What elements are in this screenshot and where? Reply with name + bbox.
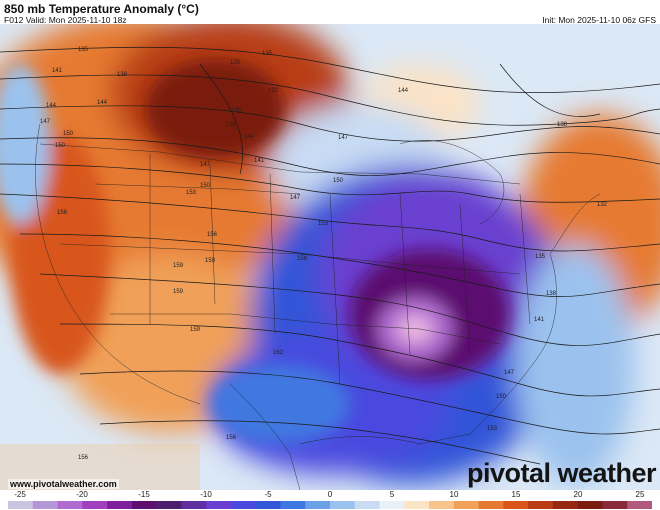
colorbar-tick-label: 25 [635, 490, 645, 499]
colorbar-swatch [255, 501, 281, 509]
colorbar-swatch [8, 501, 34, 509]
contour-label: 135 [78, 47, 89, 53]
contour-label: 159 [173, 289, 184, 295]
contour-label: 144 [244, 134, 255, 140]
colorbar-swatch [354, 501, 381, 509]
contour-label: 150 [200, 183, 211, 189]
colorbar-swatch [627, 501, 652, 509]
colorbar-tick-label: 0 [327, 490, 333, 499]
colorbar-ticks: -25 -20 -15 -10 -5 0 5 10 15 20 25 [0, 490, 660, 500]
colorbar-swatch [602, 501, 628, 509]
colorbar-swatch [330, 501, 356, 509]
colorbar-tick-label: -20 [76, 490, 88, 499]
colorbar-swatch [181, 501, 207, 509]
colorbar-swatch [280, 501, 306, 509]
header-bar: 850 mb Temperature Anomaly (°C) F012 Val… [0, 0, 660, 25]
colorbar-swatch [206, 501, 232, 509]
init-time: Init: Mon 2025-11-10 06z GFS [542, 15, 656, 25]
colorbar-swatch [404, 501, 430, 509]
colorbar-swatch [503, 501, 529, 509]
colorbar-tick-label: -25 [14, 490, 26, 499]
height-contours [0, 46, 660, 465]
contour-label: 156 [226, 435, 237, 441]
contour-label: 156 [78, 455, 89, 461]
contour-label: 147 [338, 135, 349, 141]
colorbar-strip [8, 501, 652, 509]
contour-label: 125 [230, 60, 241, 66]
contour-label: 138 [557, 122, 568, 128]
contour-label: 138 [117, 72, 128, 78]
contour-label: 153 [318, 221, 329, 227]
pivotal-weather-logo: pivotal weather [467, 458, 657, 488]
colorbar-tick-label: 15 [511, 490, 521, 499]
contour-label: 132 [597, 202, 608, 208]
contour-label: 138 [226, 122, 237, 128]
colorbar-tick-label: -10 [200, 490, 212, 499]
contour-label: 156 [297, 256, 308, 262]
colorbar-swatch [156, 501, 182, 509]
site-url[interactable]: www.pivotalweather.com [8, 479, 119, 489]
contour-label: 150 [63, 131, 74, 137]
contour-label: 150 [496, 394, 507, 400]
colorbar-swatch [57, 501, 83, 509]
contour-label: 150 [333, 178, 344, 184]
contour-label: 138 [546, 291, 557, 297]
contour-label: 153 [186, 190, 197, 196]
colorbar-tick-label: 10 [449, 490, 459, 499]
colorbar-swatch [552, 501, 579, 509]
contour-label: 159 [173, 263, 184, 269]
contour-label: 159 [190, 327, 201, 333]
colorbar-swatch [429, 501, 455, 509]
colorbar-tick-label: -5 [264, 490, 272, 499]
colorbar-swatch [82, 501, 108, 509]
contour-label: 135 [231, 108, 242, 114]
colorbar-swatch [32, 501, 59, 509]
contour-label: 147 [504, 370, 515, 376]
colorbar-swatch [230, 501, 257, 509]
contour-label: 156 [57, 210, 68, 216]
contour-label: 144 [97, 100, 108, 106]
contour-label: 147 [40, 119, 51, 125]
contour-label: 147 [200, 162, 211, 168]
contour-label: 156 [207, 232, 218, 238]
map-canvas: 135 141 138 132 125 144 147 150 147 138 … [0, 24, 660, 490]
colorbar-tick-label: 5 [389, 490, 395, 499]
contour-label: 159 [205, 258, 216, 264]
colorbar-swatch [528, 501, 554, 509]
colorbar-swatch [478, 501, 504, 509]
contour-label: 144 [46, 103, 57, 109]
colorbar-swatch [577, 501, 603, 509]
contour-label: 141 [52, 68, 63, 74]
contour-label: 141 [534, 317, 545, 323]
contour-label: 144 [398, 88, 409, 94]
colorbar-swatch [453, 501, 480, 509]
valid-time: F012 Valid: Mon 2025-11-10 18z [4, 15, 127, 25]
colorbar-swatch [305, 501, 331, 509]
contour-label: 147 [290, 195, 301, 201]
state-borders [35, 123, 601, 490]
contour-label: 150 [55, 143, 66, 149]
colorbar-swatch [379, 501, 405, 509]
contour-label: 135 [262, 51, 273, 57]
contour-labels: 135 141 138 132 125 144 147 150 147 138 … [40, 47, 608, 461]
colorbar-tick-label: -15 [138, 490, 150, 499]
contour-label: 141 [254, 158, 265, 164]
colorbar-swatch [131, 501, 158, 509]
contour-label: 135 [535, 254, 546, 260]
colorbar-tick-label: 20 [573, 490, 583, 499]
map-title: 850 mb Temperature Anomaly (°C) [4, 2, 199, 16]
anomaly-map[interactable]: 135 141 138 132 125 144 147 150 147 138 … [0, 24, 660, 490]
contour-label: 162 [273, 350, 284, 356]
contour-label: 132 [268, 88, 279, 94]
contour-label: 153 [487, 426, 498, 432]
colorbar-swatch [107, 501, 133, 509]
